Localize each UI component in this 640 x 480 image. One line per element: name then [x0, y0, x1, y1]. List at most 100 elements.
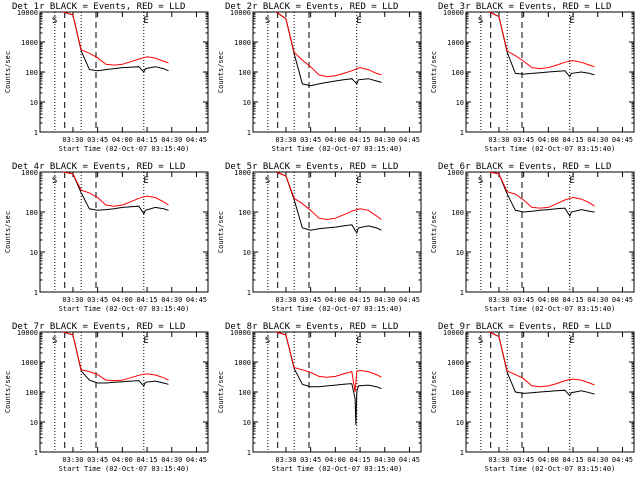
y-tick-label: 1 — [34, 289, 38, 297]
x-axis-label: Start Time (02-Oct-07 03:15:40) — [272, 465, 403, 473]
x-tick-label: 04:45 — [612, 456, 633, 464]
x-tick-label: 04:45 — [399, 456, 420, 464]
x-tick-label: 04:00 — [112, 136, 133, 144]
end-marker-label: E — [143, 336, 148, 346]
y-tick-label: 10 — [456, 249, 464, 257]
x-axis-label: Start Time (02-Oct-07 03:15:40) — [272, 305, 403, 313]
x-tick-label: 04:30 — [587, 456, 608, 464]
x-tick-label: 03:45 — [300, 456, 321, 464]
y-tick-label: 10000 — [443, 329, 464, 337]
start-marker-label: S — [265, 176, 270, 186]
x-tick-label: 04:30 — [587, 136, 608, 144]
end-marker-label: E — [569, 16, 574, 26]
start-marker-label: S — [52, 336, 57, 346]
y-tick-label: 1000 — [234, 169, 251, 177]
panel-frame — [465, 171, 635, 293]
y-axis-label: Counts/sec — [217, 371, 225, 413]
x-tick-label: 03:45 — [87, 296, 108, 304]
x-axis-label: Start Time (02-Oct-07 03:15:40) — [59, 465, 190, 473]
x-axis-label: Start Time (02-Oct-07 03:15:40) — [485, 145, 616, 153]
panel-title: Det 3r BLACK = Events, RED = LLD — [438, 2, 611, 12]
x-tick-label: 04:45 — [186, 296, 207, 304]
x-tick-label: 03:45 — [300, 136, 321, 144]
y-tick-label: 1 — [34, 449, 38, 457]
panel-title: Det 7r BLACK = Events, RED = LLD — [12, 322, 185, 332]
x-tick-label: 04:15 — [563, 296, 584, 304]
panel-title: Det 6r BLACK = Events, RED = LLD — [438, 162, 611, 172]
x-tick-label: 04:00 — [325, 296, 346, 304]
end-marker-label: E — [143, 176, 148, 186]
lld-series-line — [489, 171, 595, 209]
y-tick-label: 1 — [247, 289, 251, 297]
y-tick-label: 1 — [460, 449, 464, 457]
y-tick-label: 1 — [460, 129, 464, 137]
x-tick-label: 04:15 — [350, 456, 371, 464]
x-tick-label: 04:00 — [112, 296, 133, 304]
y-tick-label: 1000 — [447, 39, 464, 47]
y-tick-label: 1000 — [234, 359, 251, 367]
y-tick-label: 1000 — [21, 39, 38, 47]
start-marker-label: S — [478, 176, 483, 186]
x-tick-label: 04:15 — [563, 136, 584, 144]
x-tick-label: 03:45 — [87, 456, 108, 464]
y-axis-label: Counts/sec — [430, 371, 438, 413]
x-tick-label: 03:30 — [488, 296, 509, 304]
y-tick-label: 10 — [456, 419, 464, 427]
start-marker-label: S — [52, 16, 57, 26]
x-tick-label: 04:30 — [374, 456, 395, 464]
lld-series-line — [488, 11, 595, 70]
x-tick-label: 04:30 — [161, 136, 182, 144]
panel-7: Det 7r BLACK = Events, RED = LLD 1 10 100 10… — [4, 322, 209, 473]
panel-title: Det 8r BLACK = Events, RED = LLD — [225, 322, 398, 332]
y-tick-label: 100 — [451, 69, 464, 77]
panel-5: Det 5r BLACK = Events, RED = LLD 1 10 100 10… — [217, 162, 422, 313]
events-series-line — [489, 171, 595, 217]
y-tick-label: 100 — [451, 389, 464, 397]
y-axis-label: Counts/sec — [4, 371, 12, 413]
x-tick-label: 04:15 — [350, 136, 371, 144]
y-tick-label: 1000 — [447, 359, 464, 367]
y-tick-label: 100 — [238, 389, 251, 397]
start-marker-label: S — [265, 16, 270, 26]
x-tick-label: 03:30 — [62, 456, 83, 464]
y-tick-label: 100 — [238, 69, 251, 77]
panel-9: Det 9r BLACK = Events, RED = LLD 1 10 100 10… — [430, 322, 635, 473]
x-tick-label: 04:45 — [186, 456, 207, 464]
x-tick-label: 04:15 — [563, 456, 584, 464]
y-axis-label: Counts/sec — [430, 51, 438, 93]
events-series-line — [63, 171, 169, 215]
x-tick-label: 04:45 — [399, 296, 420, 304]
y-tick-label: 10 — [30, 419, 38, 427]
panel-title: Det 5r BLACK = Events, RED = LLD — [225, 162, 398, 172]
y-tick-label: 10 — [243, 419, 251, 427]
y-tick-label: 10 — [30, 249, 38, 257]
panel-title: Det 2r BLACK = Events, RED = LLD — [225, 2, 398, 12]
x-tick-label: 04:15 — [137, 456, 158, 464]
start-marker-label: S — [478, 16, 483, 26]
start-marker-label: S — [478, 336, 483, 346]
panel-title: Det 4r BLACK = Events, RED = LLD — [12, 162, 185, 172]
events-series-line — [62, 11, 169, 73]
start-marker-label: S — [52, 176, 57, 186]
y-tick-label: 10000 — [230, 9, 251, 17]
panel-frame — [252, 171, 422, 293]
x-tick-label: 04:30 — [587, 296, 608, 304]
x-tick-label: 04:15 — [137, 296, 158, 304]
x-tick-label: 03:30 — [62, 136, 83, 144]
y-tick-label: 100 — [25, 209, 38, 217]
y-tick-label: 1000 — [447, 169, 464, 177]
y-tick-label: 1 — [460, 289, 464, 297]
events-series-line — [275, 171, 382, 235]
y-axis-label: Counts/sec — [217, 51, 225, 93]
x-tick-label: 04:00 — [112, 456, 133, 464]
lld-series-line — [63, 171, 169, 207]
y-tick-label: 10000 — [17, 9, 38, 17]
x-tick-label: 04:45 — [612, 136, 633, 144]
y-axis-label: Counts/sec — [217, 211, 225, 253]
x-axis-label: Start Time (02-Oct-07 03:15:40) — [485, 465, 616, 473]
y-tick-label: 10 — [243, 99, 251, 107]
panel-title: Det 1r BLACK = Events, RED = LLD — [12, 2, 185, 12]
y-tick-label: 10 — [456, 99, 464, 107]
lld-series-line — [275, 171, 382, 221]
